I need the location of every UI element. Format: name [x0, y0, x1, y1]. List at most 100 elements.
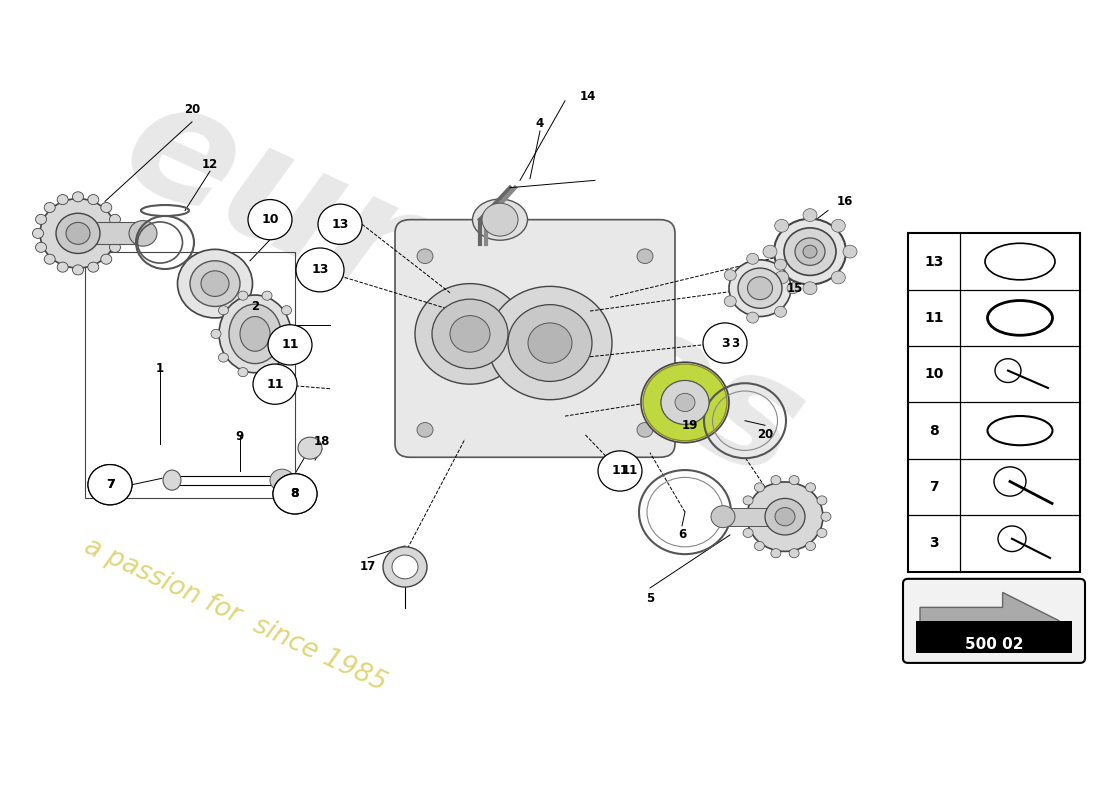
- Circle shape: [415, 284, 525, 384]
- Wedge shape: [644, 364, 727, 441]
- Circle shape: [747, 312, 759, 323]
- Circle shape: [44, 202, 55, 213]
- Ellipse shape: [803, 246, 817, 258]
- Circle shape: [88, 465, 132, 505]
- Ellipse shape: [219, 295, 292, 373]
- Circle shape: [528, 323, 572, 363]
- Circle shape: [744, 528, 754, 538]
- Circle shape: [101, 254, 112, 264]
- Text: 5: 5: [646, 593, 654, 606]
- Circle shape: [994, 467, 1026, 496]
- Circle shape: [817, 528, 827, 538]
- Ellipse shape: [795, 238, 825, 266]
- Text: 500 02: 500 02: [965, 638, 1023, 652]
- Text: 12: 12: [202, 158, 218, 171]
- Text: 11: 11: [266, 378, 284, 390]
- Circle shape: [270, 469, 294, 491]
- Circle shape: [996, 358, 1021, 382]
- Circle shape: [57, 194, 68, 205]
- Text: 11: 11: [621, 465, 638, 478]
- Circle shape: [268, 325, 312, 365]
- Circle shape: [703, 323, 747, 363]
- Circle shape: [755, 542, 764, 550]
- Circle shape: [763, 246, 777, 258]
- Ellipse shape: [473, 199, 528, 240]
- Text: 17: 17: [360, 561, 376, 574]
- Text: 19: 19: [682, 418, 698, 432]
- Text: 16: 16: [837, 195, 854, 208]
- Text: 13: 13: [924, 254, 944, 269]
- Text: 3: 3: [730, 337, 739, 350]
- Text: 7: 7: [930, 480, 938, 494]
- Bar: [88, 222, 143, 244]
- Circle shape: [774, 219, 789, 232]
- Circle shape: [488, 286, 612, 400]
- Circle shape: [755, 483, 764, 492]
- Circle shape: [238, 291, 248, 300]
- Text: 8: 8: [290, 487, 299, 500]
- Circle shape: [101, 202, 112, 213]
- Text: 18: 18: [314, 435, 330, 448]
- Circle shape: [44, 254, 55, 264]
- Circle shape: [805, 483, 815, 492]
- Circle shape: [843, 246, 857, 258]
- Circle shape: [35, 214, 46, 224]
- Circle shape: [637, 422, 653, 437]
- Circle shape: [803, 209, 817, 222]
- Circle shape: [33, 228, 44, 238]
- Ellipse shape: [163, 470, 182, 490]
- Circle shape: [298, 437, 322, 459]
- Circle shape: [764, 498, 805, 535]
- Text: 13: 13: [311, 263, 329, 277]
- Ellipse shape: [201, 271, 229, 297]
- Text: 7: 7: [106, 478, 114, 491]
- Circle shape: [637, 249, 653, 263]
- Circle shape: [88, 262, 99, 272]
- Ellipse shape: [738, 268, 782, 308]
- Circle shape: [724, 270, 736, 281]
- Circle shape: [88, 465, 132, 505]
- Circle shape: [219, 353, 229, 362]
- Circle shape: [832, 219, 845, 232]
- Circle shape: [73, 265, 84, 275]
- Circle shape: [273, 474, 317, 514]
- Text: 11: 11: [282, 338, 299, 351]
- Circle shape: [724, 296, 736, 306]
- Circle shape: [786, 282, 799, 294]
- Circle shape: [238, 367, 248, 377]
- Text: 20: 20: [757, 428, 773, 441]
- Circle shape: [35, 242, 46, 252]
- Text: 11: 11: [612, 465, 629, 478]
- Circle shape: [392, 555, 418, 579]
- Circle shape: [744, 496, 754, 505]
- Circle shape: [248, 199, 292, 240]
- Text: 8: 8: [930, 424, 939, 438]
- Circle shape: [598, 451, 642, 491]
- Circle shape: [253, 364, 297, 404]
- Circle shape: [129, 221, 157, 246]
- Circle shape: [661, 381, 710, 424]
- Text: 9: 9: [235, 430, 244, 442]
- Circle shape: [88, 194, 99, 205]
- Bar: [723, 507, 785, 526]
- Text: 1: 1: [156, 362, 164, 375]
- Text: 3: 3: [720, 337, 729, 350]
- Circle shape: [771, 549, 781, 558]
- Circle shape: [482, 203, 518, 236]
- Bar: [85, 252, 295, 498]
- FancyBboxPatch shape: [903, 579, 1085, 663]
- Circle shape: [211, 330, 221, 338]
- Circle shape: [296, 248, 344, 292]
- Circle shape: [273, 474, 317, 514]
- Circle shape: [450, 316, 490, 352]
- Circle shape: [832, 271, 845, 284]
- Bar: [908, 234, 1080, 571]
- Text: 11: 11: [924, 311, 944, 325]
- Circle shape: [417, 249, 433, 263]
- Circle shape: [803, 282, 817, 294]
- Ellipse shape: [190, 261, 240, 306]
- Circle shape: [262, 367, 272, 377]
- Ellipse shape: [729, 260, 791, 317]
- Text: 2: 2: [251, 300, 260, 313]
- Circle shape: [789, 475, 799, 485]
